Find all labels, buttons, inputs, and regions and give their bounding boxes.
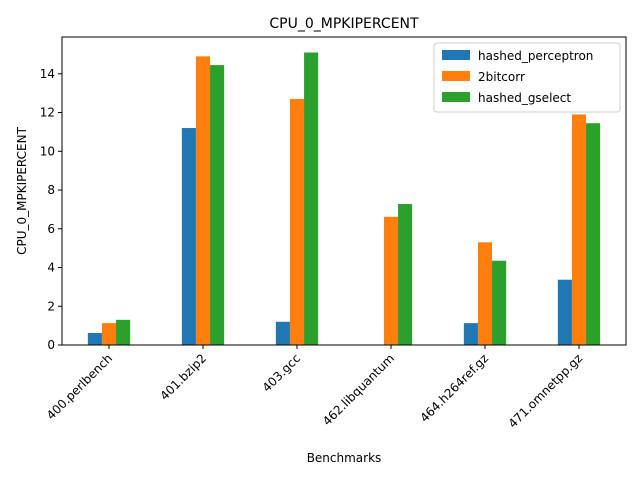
legend-box <box>433 42 621 113</box>
bar-2bitcorr-4 <box>477 242 493 345</box>
x-axis-label: Benchmarks <box>307 451 382 465</box>
legend-label-2bitcorr: 2bitcorr <box>478 70 525 84</box>
legend-swatch-2bitcorr <box>442 71 470 81</box>
bar-hashed-gselect-0 <box>116 319 131 345</box>
bar-hashed-perceptron-1 <box>181 128 196 345</box>
bar-hashed-perceptron-5 <box>557 279 572 345</box>
bar-hashed-perceptron-0 <box>87 332 102 345</box>
bar-hashed-perceptron-4 <box>463 323 478 345</box>
legend-swatch-hashed-gselect <box>442 92 470 102</box>
legend: hashed_perceptron 2bitcorr hashed_gselect <box>433 42 621 113</box>
legend-label-hashed-gselect: hashed_gselect <box>478 91 571 105</box>
bar-hashed-gselect-5 <box>586 123 601 345</box>
y-tick-label-6: 12 <box>40 106 55 120</box>
bar-2bitcorr-1 <box>195 56 211 346</box>
y-tick-label-0: 0 <box>47 338 55 352</box>
y-tick-label-2: 4 <box>47 261 55 275</box>
legend-swatch-hashed-perceptron <box>442 50 470 60</box>
bar-hashed-gselect-4 <box>492 260 507 345</box>
y-tick-label-1: 2 <box>47 299 55 313</box>
chart-title: CPU_0_MPKIPERCENT <box>269 16 419 32</box>
bars-group <box>87 52 601 346</box>
bar-hashed-gselect-1 <box>210 65 225 345</box>
y-tick-label-3: 6 <box>47 222 55 236</box>
bar-2bitcorr-3 <box>383 216 399 345</box>
bar-2bitcorr-0 <box>101 323 117 345</box>
bar-hashed-gselect-3 <box>398 203 413 345</box>
y-tick-label-4: 8 <box>47 183 55 197</box>
y-tick-label-7: 14 <box>40 67 55 81</box>
legend-label-hashed-perceptron: hashed_perceptron <box>478 49 593 63</box>
bar-hashed-gselect-2 <box>304 52 319 345</box>
bar-hashed-perceptron-2 <box>275 321 290 345</box>
bar-2bitcorr-5 <box>571 114 587 345</box>
y-axis: 0 2 4 6 8 10 12 14 <box>40 67 62 352</box>
y-axis-label: CPU_0_MPKIPERCENT <box>15 126 29 255</box>
y-tick-label-5: 10 <box>40 144 55 158</box>
bar-2bitcorr-2 <box>289 98 305 346</box>
plot-frame <box>61 36 627 346</box>
